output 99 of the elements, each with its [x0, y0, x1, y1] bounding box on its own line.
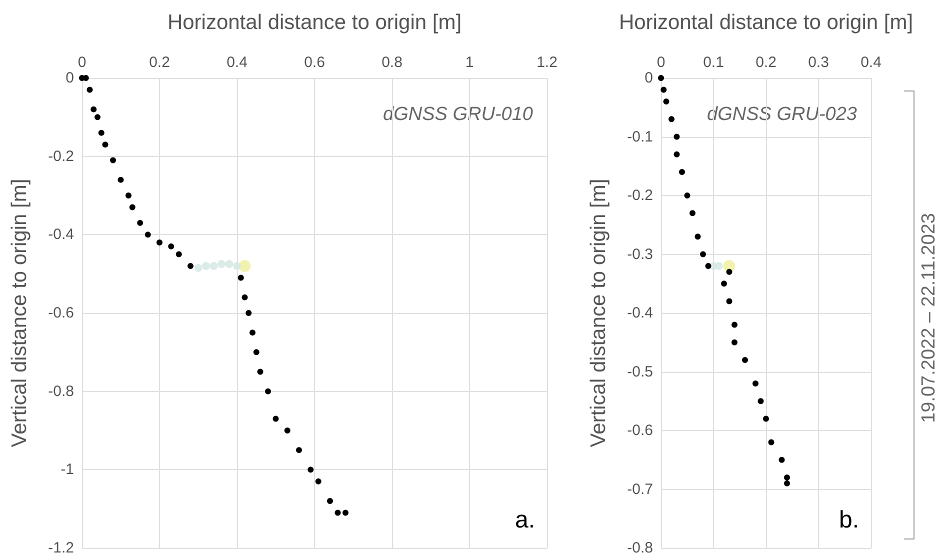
point — [118, 176, 124, 183]
annotation: a. — [514, 506, 535, 534]
point — [308, 466, 314, 473]
point — [315, 478, 322, 484]
point — [218, 260, 226, 268]
x-tick-label: 0.4 — [226, 54, 248, 71]
y-tick-label: -1.2 — [48, 540, 74, 556]
point — [694, 234, 701, 240]
x-tick-label: 0 — [78, 54, 86, 71]
point — [265, 388, 271, 394]
y-tick-label: 0 — [66, 70, 74, 86]
annotation: dGNSS GRU-023 — [707, 104, 858, 125]
point — [253, 349, 260, 356]
y-tick-label: -0.6 — [48, 304, 74, 322]
y-tick-label: -0.7 — [627, 480, 653, 498]
point — [732, 322, 738, 328]
point — [110, 157, 116, 164]
point — [668, 116, 674, 122]
point — [342, 510, 348, 516]
point — [194, 264, 202, 272]
point — [674, 151, 680, 158]
x-axis-title: Horizontal distance to origin [m] — [618, 11, 914, 34]
x-tick-label: 0.3 — [808, 54, 829, 71]
point — [763, 416, 769, 422]
point — [90, 106, 97, 112]
point — [246, 310, 252, 316]
point — [726, 268, 732, 275]
y-tick-label: -0.1 — [627, 128, 653, 146]
y-tick-label: 0 — [644, 70, 653, 86]
point — [684, 192, 690, 198]
point — [129, 204, 136, 210]
point — [679, 169, 685, 175]
point — [168, 243, 174, 250]
point — [156, 240, 162, 246]
x-axis-title: Horizontal distance to origin [m] — [167, 11, 462, 34]
point — [188, 263, 194, 269]
y-tick-label: -1 — [60, 461, 74, 478]
point — [726, 298, 732, 304]
point — [137, 220, 144, 226]
x-tick-label: 0.2 — [149, 54, 170, 71]
point — [690, 210, 696, 216]
point — [250, 330, 256, 336]
point — [778, 456, 785, 463]
x-tick-label: 0.4 — [860, 54, 882, 71]
x-tick-label: 0.1 — [703, 54, 724, 71]
point — [758, 398, 764, 404]
point — [784, 474, 790, 480]
point — [86, 86, 93, 93]
point — [242, 294, 248, 300]
x-tick-label: 0.6 — [304, 54, 325, 71]
point — [768, 439, 774, 446]
y-axis-title: Vertical distance to origin [m] — [587, 178, 610, 448]
point — [296, 447, 302, 454]
annotation: b. — [838, 506, 859, 534]
y-tick-label: -0.6 — [627, 422, 653, 439]
point — [238, 260, 251, 272]
annotation: dGNSS GRU-010 — [383, 104, 534, 125]
y-tick-label: -0.2 — [48, 148, 74, 165]
x-tick-label: 1 — [465, 54, 474, 71]
point — [272, 416, 279, 422]
point — [225, 260, 234, 268]
x-tick-label: 0.8 — [382, 54, 402, 71]
y-tick-label: -0.8 — [627, 540, 653, 556]
point — [327, 498, 333, 504]
point — [674, 134, 680, 140]
point — [663, 98, 670, 104]
point — [660, 86, 667, 93]
point — [210, 262, 218, 270]
point — [752, 380, 758, 386]
point — [176, 251, 182, 258]
point — [334, 510, 341, 516]
point — [102, 142, 108, 148]
y-axis-title: Vertical distance to origin [m] — [8, 178, 31, 448]
y-tick-label: -0.8 — [48, 382, 74, 400]
x-tick-label: 1.2 — [536, 54, 558, 71]
point — [233, 262, 241, 270]
y-tick-label: -0.4 — [48, 226, 74, 244]
point — [742, 357, 748, 363]
x-tick-label: 0 — [656, 54, 666, 71]
point — [658, 75, 664, 81]
point — [98, 130, 104, 136]
point — [284, 428, 290, 434]
point — [721, 280, 727, 287]
point — [700, 251, 706, 258]
point — [257, 368, 264, 375]
point — [94, 114, 100, 120]
point — [202, 262, 210, 270]
y-tick-label: -0.4 — [627, 304, 653, 322]
point — [238, 274, 244, 281]
y-tick-label: -0.2 — [627, 187, 653, 204]
point — [732, 339, 738, 346]
point — [126, 192, 132, 198]
point — [705, 263, 712, 269]
y-tick-label: -0.5 — [627, 363, 653, 380]
point — [784, 480, 790, 486]
point — [144, 232, 151, 238]
y-tick-label: -0.3 — [627, 246, 653, 263]
x-tick-label: 0.2 — [756, 54, 776, 71]
text: 19.07.2022 – 22.11.2023 — [918, 213, 940, 423]
